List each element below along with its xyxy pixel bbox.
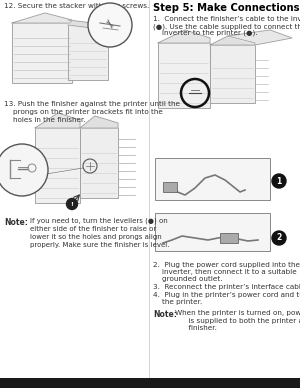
- Text: Note:: Note:: [4, 218, 28, 227]
- Bar: [210, 45, 255, 103]
- Text: 3.  Reconnect the printer’s interface cable.: 3. Reconnect the printer’s interface cab…: [153, 284, 300, 290]
- Polygon shape: [158, 30, 210, 43]
- Text: If you need to, turn the levellers (●) on
either side of the finisher to raise o: If you need to, turn the levellers (●) o…: [30, 218, 170, 248]
- Bar: [163, 182, 177, 192]
- Text: inverter to the printer (●).: inverter to the printer (●).: [153, 30, 257, 36]
- Circle shape: [272, 231, 286, 245]
- Bar: [158, 43, 210, 108]
- Bar: [12, 23, 72, 83]
- Circle shape: [272, 174, 286, 188]
- Polygon shape: [80, 116, 118, 128]
- Text: 1.  Connect the finisher’s cable to the inverter: 1. Connect the finisher’s cable to the i…: [153, 16, 300, 22]
- Polygon shape: [12, 13, 72, 23]
- Bar: [155, 213, 270, 251]
- Text: inverter, then connect it to a suitable: inverter, then connect it to a suitable: [153, 269, 297, 275]
- Bar: [68, 25, 108, 80]
- Bar: [80, 128, 118, 198]
- Text: !: !: [70, 201, 74, 206]
- Text: 2: 2: [276, 234, 282, 242]
- Text: 12. Secure the stacker with four screws.: 12. Secure the stacker with four screws.: [4, 3, 149, 9]
- Text: grounded outlet.: grounded outlet.: [153, 276, 223, 282]
- Circle shape: [88, 3, 132, 47]
- Bar: [35, 128, 80, 203]
- Polygon shape: [35, 113, 80, 128]
- Text: 4.  Plug in the printer’s power cord and turn on: 4. Plug in the printer’s power cord and …: [153, 292, 300, 298]
- Bar: [220, 233, 238, 243]
- Text: the printer.: the printer.: [153, 299, 202, 305]
- Circle shape: [0, 144, 48, 196]
- Polygon shape: [68, 20, 108, 30]
- Polygon shape: [228, 30, 292, 45]
- Bar: [155, 158, 270, 200]
- Text: When the printer is turned on, power
      is supplied to both the printer and t: When the printer is turned on, power is …: [175, 310, 300, 331]
- Circle shape: [67, 199, 77, 210]
- Text: Note:: Note:: [153, 310, 177, 319]
- Bar: [0, 378, 300, 388]
- Text: (●). Use the cable supplied to connect the: (●). Use the cable supplied to connect t…: [153, 23, 300, 29]
- Text: 13. Push the finisher against the printer until the
    prongs on the printer br: 13. Push the finisher against the printe…: [4, 101, 180, 123]
- Polygon shape: [210, 36, 255, 45]
- Text: 1: 1: [276, 177, 282, 185]
- Text: 2.  Plug the power cord supplied into the: 2. Plug the power cord supplied into the: [153, 262, 300, 268]
- Text: Step 5: Make Connections: Step 5: Make Connections: [153, 3, 299, 13]
